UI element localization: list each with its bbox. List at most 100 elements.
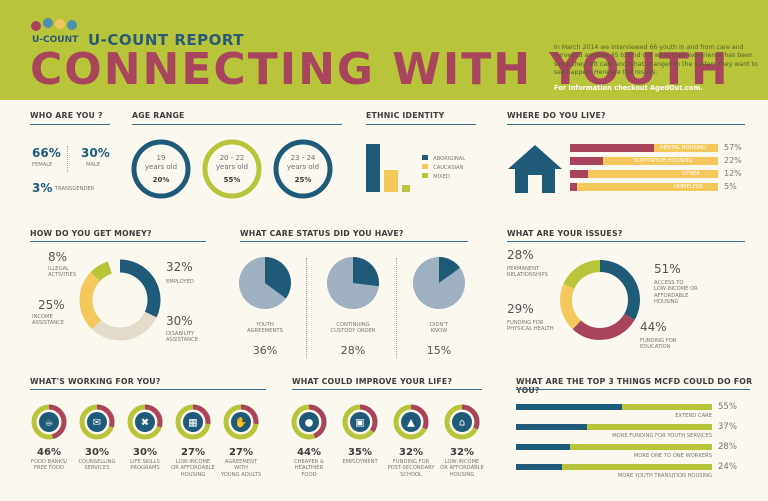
mcfd-bar-track-1	[516, 424, 712, 430]
mcfd-label-3: MORE YOUTH TRANSITION HOUSING	[617, 473, 712, 479]
u-count-logo: U-COUNT	[31, 18, 79, 44]
working-0-pct: 46%	[37, 447, 61, 458]
mcfd-pct-2: 28%	[718, 442, 737, 452]
issues-slice-health	[560, 260, 640, 340]
female-label: FEMALE	[32, 162, 53, 168]
age-rule	[132, 124, 342, 125]
working-0-label1: FOOD BANKS/	[30, 459, 68, 465]
who-rule	[30, 124, 110, 125]
header-band	[0, 0, 768, 100]
logo-text: U-COUNT	[32, 35, 79, 44]
working-1-item: ✉ 30% COUNSELLING SERVICES	[74, 402, 120, 472]
improve-2-label2: POST-SECONDARY	[387, 465, 435, 472]
age-title: AGE RANGE	[132, 111, 185, 120]
working-3-pct: 27%	[181, 447, 205, 458]
ethnic-title: ETHNIC IDENTITY	[366, 111, 445, 120]
improve-items: ● 44% CHEAPER & HEALTHIER FOOD ▣ 35% EMPLOYMENT…	[284, 402, 494, 494]
working-1-label1: COUNSELLING	[78, 459, 116, 465]
low-pct: 51%	[654, 262, 681, 276]
apple-icon: ●	[305, 418, 314, 429]
care-rule	[240, 241, 468, 242]
working-3-label2: OR AFFORDABLE	[171, 465, 215, 472]
age-ring-23-24: 23 - 24 years old 25%	[272, 138, 334, 200]
edu-pct: 44%	[640, 320, 667, 334]
mcfd-label-1: MORE FUNDING FOR YOUTH SERVICES	[612, 433, 712, 439]
live-label-rental: RENTAL HOUSING	[660, 145, 707, 151]
care-pct-continuing: 28%	[340, 344, 366, 357]
trans-pct: 3%	[32, 181, 53, 195]
mcfd-row-0: EXTEND CARE 55%	[516, 402, 756, 422]
low-label4: HOUSING	[654, 299, 679, 306]
working-4-item: ✋ 27% AGREEMENT WITH YOUNG ADULTS	[218, 402, 264, 478]
live-label-supportive: SUPPORTIVE HOUSING	[634, 158, 693, 164]
mcfd-bar-track-3	[516, 464, 712, 470]
money-slice-employed	[79, 259, 161, 341]
health-label1: FUNDING FOR	[507, 320, 544, 326]
utensils-icon: ✖	[141, 418, 149, 429]
employed-pct: 32%	[166, 260, 193, 274]
live-bar-rental	[570, 144, 654, 152]
improve-1-item: ▣ 35% EMPLOYMENT	[335, 402, 385, 472]
live-pct-rental: 57%	[724, 143, 742, 152]
who-divider	[67, 146, 68, 172]
live-bar-track-supportive	[570, 157, 718, 165]
money-slice-income	[79, 259, 161, 341]
mcfd-row-2: MORE ONE TO ONE WORKERS 28%	[516, 442, 756, 462]
edu-label2: EDUCATION	[640, 344, 671, 351]
mcfd-bar-3	[516, 464, 562, 470]
issues-title: WHAT ARE YOUR ISSUES?	[507, 229, 623, 238]
live-bar-other	[570, 170, 588, 178]
working-4-label2: WITH	[234, 465, 248, 472]
low-label2: LOW-INCOME OR	[654, 286, 698, 293]
live-pct-supportive: 22%	[724, 156, 742, 165]
disability-pct: 30%	[166, 314, 193, 328]
live-bar-track-homeless	[570, 183, 718, 191]
income-pct: 25%	[38, 298, 65, 312]
care-pct-youth: 36%	[252, 344, 278, 357]
employed-label: EMPLOYED	[166, 279, 194, 285]
improve-1-pct: 35%	[348, 447, 372, 458]
age-unit-19: years old	[144, 163, 178, 171]
mcfd-row-3: MORE YOUTH TRANSITION HOUSING 24%	[516, 462, 756, 482]
care-label1-didnt-know: DIDN'T	[430, 322, 448, 328]
improve-0-label2: HEALTHIER	[294, 465, 324, 472]
improve-0-item: ● 44% CHEAPER & HEALTHIER FOOD	[284, 402, 334, 478]
working-title: WHAT'S WORKING FOR YOU?	[30, 377, 161, 386]
age-range-20-22: 20 - 22	[219, 154, 245, 162]
care-divider-1	[306, 258, 307, 358]
perm-label2: RELATIONSHIPS	[507, 272, 548, 279]
agedout-link[interactable]: For information checkout AgedOut.com.	[554, 84, 703, 92]
live-bar-supportive	[570, 157, 603, 165]
working-2-label2: PROGRAMS	[130, 465, 160, 472]
mcfd-title: WHAT ARE THE TOP 3 THINGS MCFD COULD DO …	[516, 377, 753, 395]
working-3-label1: LOW-INCOME	[175, 459, 211, 465]
money-slice-disability	[79, 259, 161, 341]
working-2-item: ✖ 30% LIFE SKILLS PROGRAMS	[122, 402, 168, 472]
issues-donut	[560, 260, 640, 340]
live-bar-homeless	[570, 183, 577, 191]
low-label1: ACCESS TO	[654, 280, 684, 286]
ethnic-bar-caucasian	[384, 170, 398, 192]
income-label2: ASSISTANCE	[32, 320, 65, 327]
mcfd-bar-1	[516, 424, 587, 430]
ethnic-bar-mixed	[402, 185, 410, 192]
live-bars: RENTAL HOUSING 57% SUPPORTIVE HOUSING 22…	[570, 143, 760, 195]
improve-3-label1: LOW-INCOME	[444, 459, 480, 465]
page-title: CONNECTING WITH YOUTH	[30, 44, 730, 95]
working-0-item: ☕ 46% FOOD BANKS/FREE FOOD	[26, 402, 72, 472]
mcfd-bar-0	[516, 404, 622, 410]
speech-icon: ✉	[93, 418, 101, 429]
age-ring-19: 19 years old 20%	[130, 138, 192, 200]
legend-caucasian: CAUCASIAN	[433, 165, 464, 171]
care-label2-didnt-know: KNOW	[430, 328, 448, 335]
mcfd-label-0: EXTEND CARE	[675, 413, 712, 419]
live-label-homeless: HOMELESS	[674, 184, 703, 190]
disability-label2: ASSISTANCE	[166, 337, 199, 344]
edu-label1: FUNDING FOR	[640, 338, 677, 344]
issues-rule	[507, 241, 745, 242]
money-rule	[30, 241, 206, 242]
improve-2-label3: SCHOOL	[400, 471, 422, 478]
illegal-label1: ILLEGAL	[48, 266, 70, 272]
improve-2-pct: 32%	[399, 447, 423, 458]
money-donut	[79, 259, 161, 341]
